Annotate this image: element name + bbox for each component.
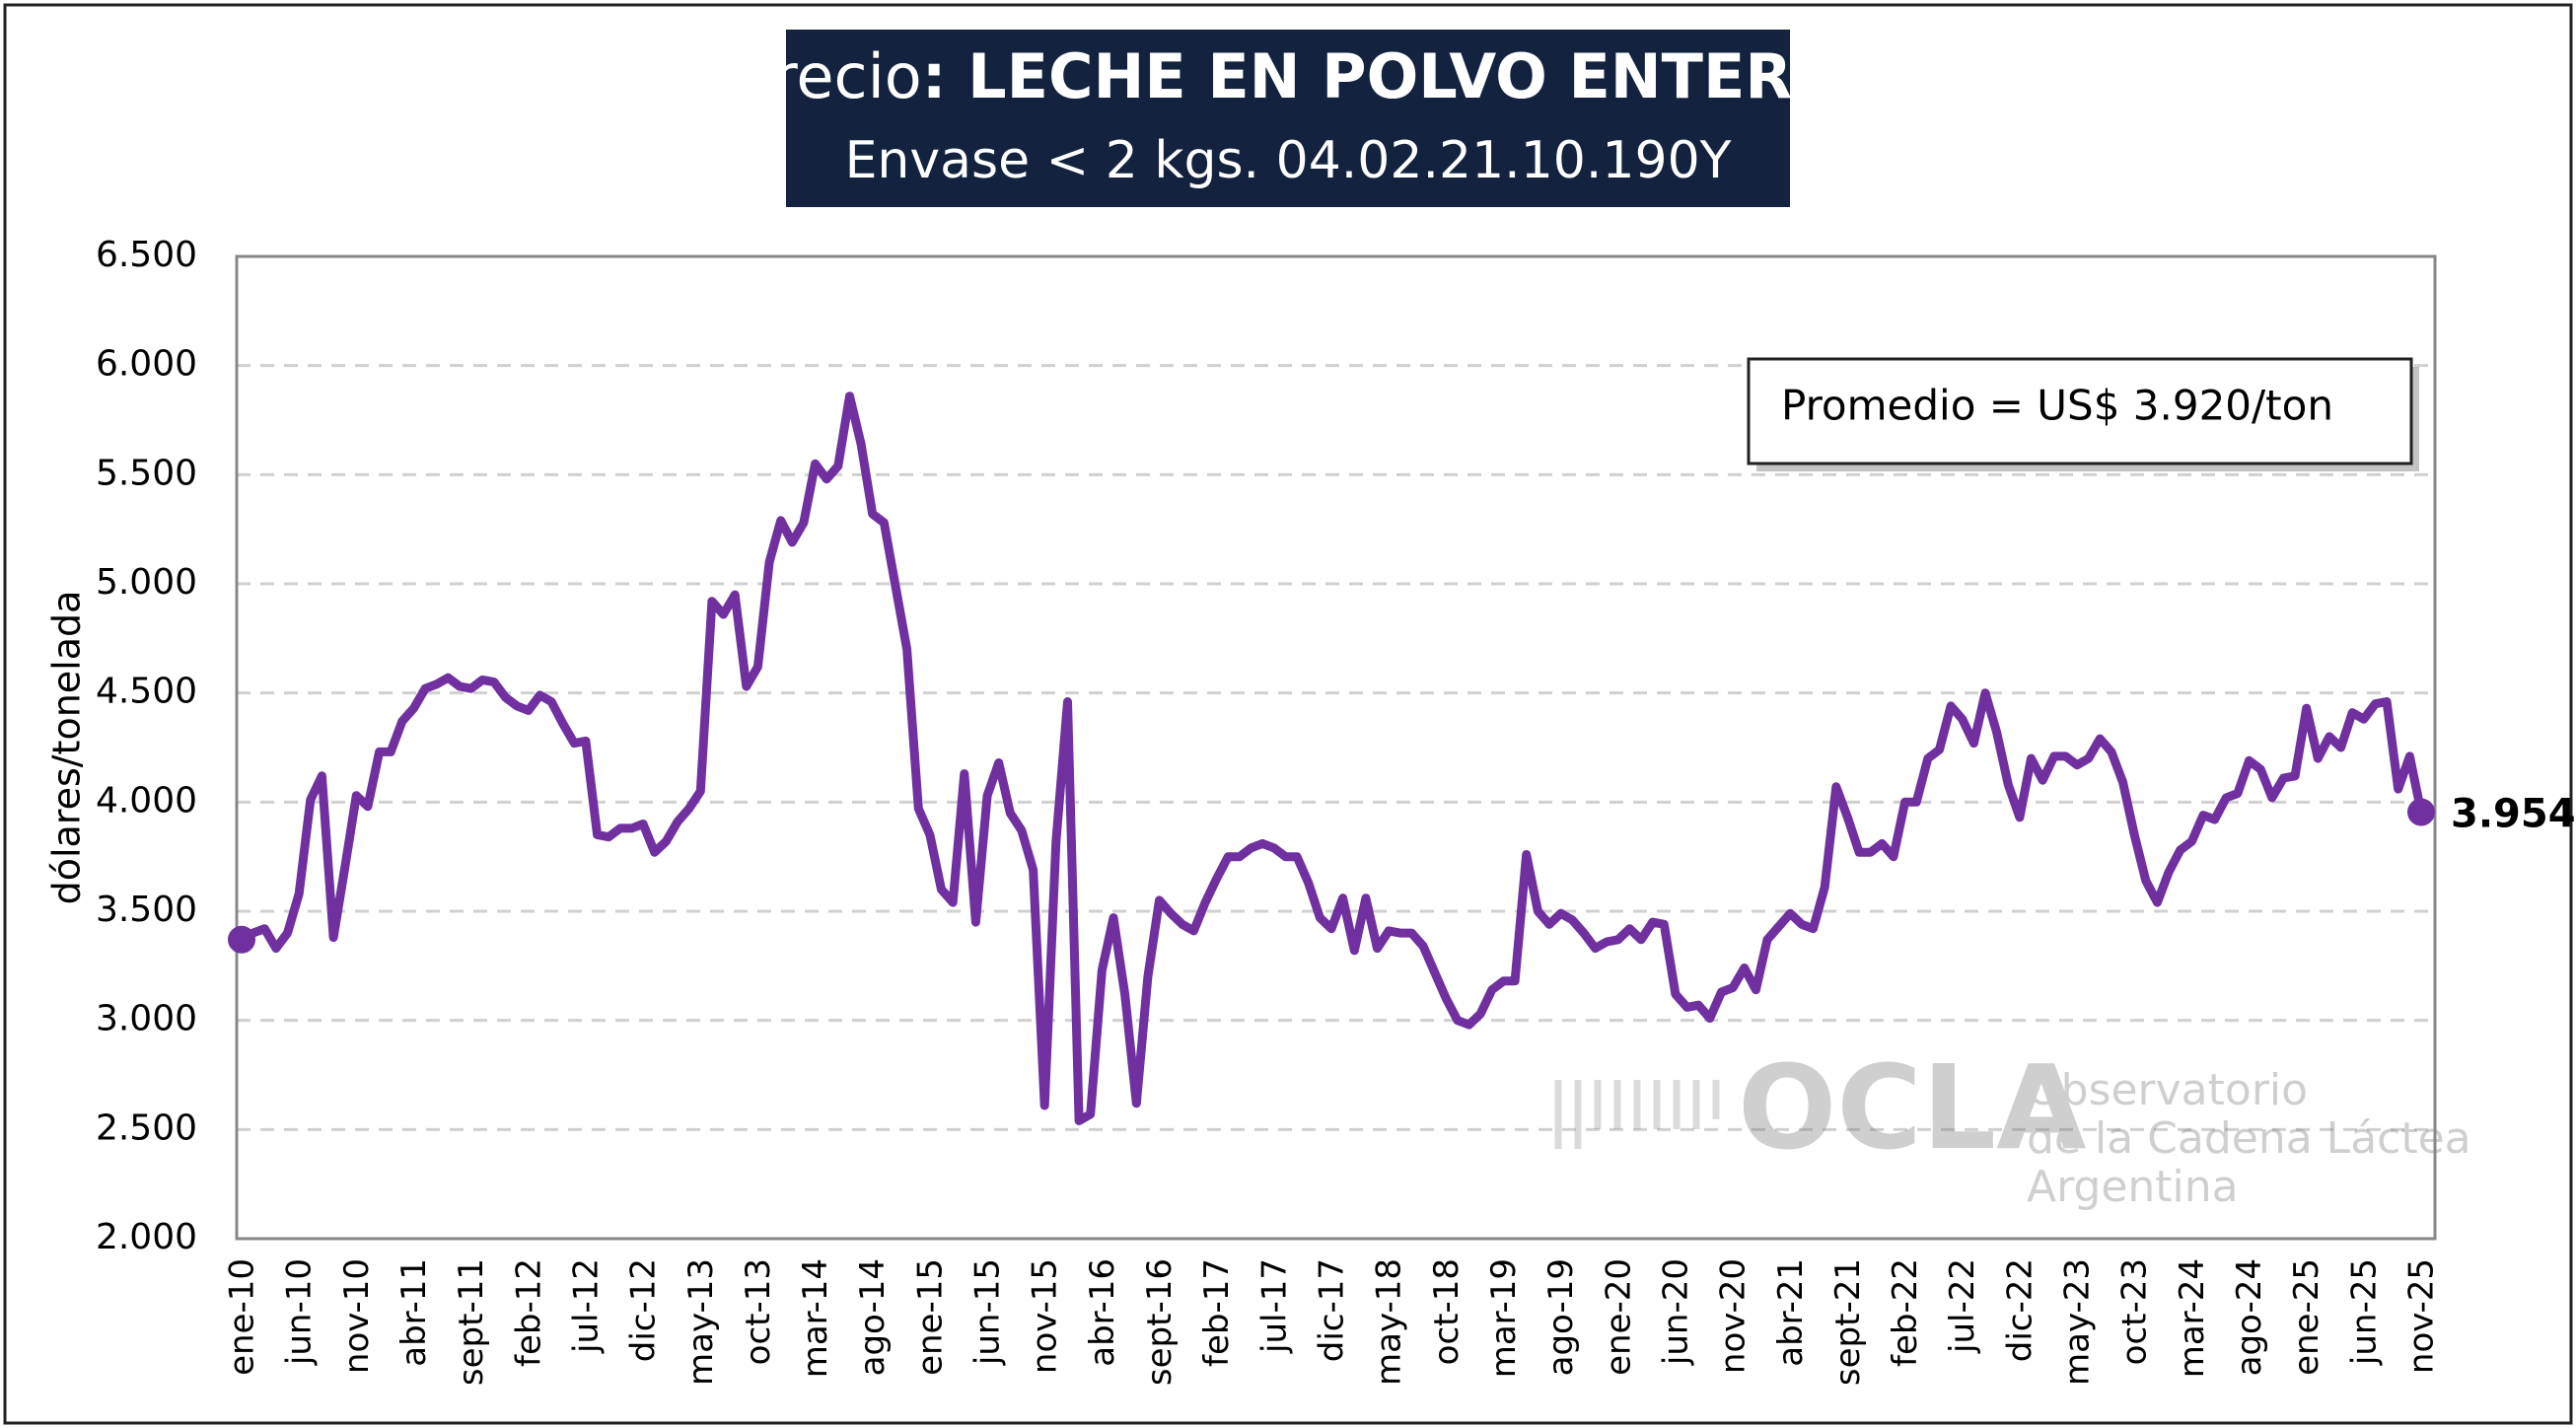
annotation-box <box>1747 357 2413 465</box>
y-tick-label: 6.500 <box>96 235 197 275</box>
series-line <box>239 392 2426 1125</box>
x-tick-label: dic-22 <box>2000 1258 2039 1362</box>
x-tick-label: dic-17 <box>1313 1258 1352 1362</box>
watermark: OCLA Observatorio de la Cadena Láctea Ar… <box>1554 1039 2471 1212</box>
x-tick-label: oct-18 <box>1427 1258 1467 1365</box>
x-tick-label: abr-16 <box>1083 1258 1122 1367</box>
logo-line: de la Cadena Láctea <box>2027 1113 2471 1164</box>
x-tick-label: may-13 <box>681 1258 721 1386</box>
end-point <box>228 925 255 954</box>
x-tick-label: feb-12 <box>509 1258 548 1367</box>
y-tick-label: 3.500 <box>96 890 197 930</box>
x-tick-label: ene-25 <box>2287 1258 2326 1376</box>
y-tick-label: 3.000 <box>96 999 197 1039</box>
x-tick-label: ago-19 <box>1541 1258 1581 1376</box>
data-label: 3.954 <box>2451 792 2576 837</box>
title-regular: Precio <box>737 40 922 112</box>
x-tick-label: abr-21 <box>1771 1258 1811 1367</box>
x-tick-label: oct-13 <box>739 1258 778 1365</box>
title-box <box>786 30 1790 207</box>
x-tick-label: ago-14 <box>853 1258 893 1376</box>
x-tick-label: ene-10 <box>223 1258 262 1376</box>
x-tick-label: nov-15 <box>1026 1258 1065 1374</box>
x-tick-label: feb-17 <box>1197 1258 1237 1367</box>
y-tick-label: 5.500 <box>96 453 197 493</box>
x-tick-label: dic-12 <box>624 1258 664 1362</box>
chart-title: Precio: LECHE EN POLVO ENTERA <box>737 40 1839 112</box>
x-tick-label: jul-12 <box>566 1258 606 1354</box>
x-tick-label: jun-10 <box>280 1258 320 1366</box>
x-tick-label: ene-20 <box>1599 1258 1638 1376</box>
x-tick-label: sept-21 <box>1828 1258 1868 1386</box>
x-tick-label: oct-23 <box>2115 1258 2155 1365</box>
x-tick-label: may-23 <box>2058 1258 2098 1386</box>
x-tick-label: nov-10 <box>337 1258 377 1374</box>
x-tick-label: feb-22 <box>1886 1258 1925 1367</box>
x-tick-label: jun-15 <box>968 1258 1008 1366</box>
x-tick-label: mar-19 <box>1484 1258 1524 1378</box>
x-tick-label: may-18 <box>1370 1258 1409 1386</box>
x-tick-label: mar-14 <box>796 1258 835 1378</box>
logo-line: Argentina <box>2027 1162 2239 1212</box>
title-bold: : LECHE EN POLVO ENTERA <box>922 40 1839 112</box>
x-tick-label: jun-20 <box>1656 1258 1695 1366</box>
x-tick-label: ago-24 <box>2230 1258 2269 1376</box>
x-tick-label: jul-17 <box>1254 1258 1294 1354</box>
x-tick-label: sept-16 <box>1140 1258 1180 1386</box>
y-tick-label: 2.000 <box>96 1217 197 1257</box>
x-tick-label: nov-25 <box>2402 1258 2442 1374</box>
logo-line: Observatorio <box>2027 1065 2308 1115</box>
logo-mark <box>1554 1080 1720 1149</box>
end-point <box>2407 798 2435 826</box>
x-tick-label: nov-20 <box>1714 1258 1753 1374</box>
y-tick-label: 5.000 <box>96 562 197 603</box>
y-tick-label: 4.500 <box>96 672 197 712</box>
y-axis-label: dólares/tonelada <box>45 591 89 905</box>
x-tick-label: jul-22 <box>1943 1258 1982 1354</box>
x-tick-label: jun-25 <box>2344 1258 2384 1366</box>
plot-frame <box>235 254 2437 1241</box>
x-tick-label: ene-15 <box>910 1258 950 1376</box>
y-tick-label: 6.000 <box>96 344 197 385</box>
y-tick-label: 2.500 <box>96 1107 197 1148</box>
y-tick-label: 4.000 <box>96 780 197 821</box>
x-tick-label: sept-11 <box>452 1258 491 1386</box>
annotation: Promedio = US$ 3.920/ton <box>1781 382 2333 430</box>
outer-frame <box>3 3 2573 1425</box>
x-tick-label: mar-24 <box>2173 1258 2212 1378</box>
logo-text: OCLA <box>1738 1039 2086 1176</box>
chart-subtitle: Envase < 2 kgs. 04.02.21.10.190Y <box>845 131 1732 190</box>
x-tick-label: abr-11 <box>394 1258 434 1367</box>
